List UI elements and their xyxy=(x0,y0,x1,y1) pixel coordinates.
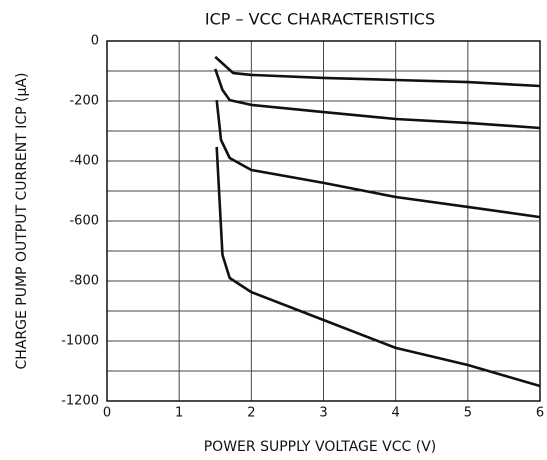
x-tick-label: 6 xyxy=(536,406,544,421)
y-tick-label: -800 xyxy=(69,274,99,289)
y-tick-label: -600 xyxy=(69,214,99,229)
x-tick-label: 1 xyxy=(175,406,183,421)
y-tick-label: 0 xyxy=(91,34,99,49)
x-axis-label: POWER SUPPLY VOLTAGE VCC (V) xyxy=(204,439,437,455)
plot-frame xyxy=(106,40,541,402)
x-tick-label: 3 xyxy=(319,406,327,421)
x-tick-label: 4 xyxy=(392,406,400,421)
x-tick-label: 0 xyxy=(103,406,111,421)
y-tick-label: -1000 xyxy=(61,334,99,349)
chart-title: ICP – VCC CHARACTERISTICS xyxy=(205,10,435,29)
curve xyxy=(214,68,541,130)
curve xyxy=(215,146,541,388)
x-tick-label: 2 xyxy=(247,406,255,421)
y-tick-label: -400 xyxy=(69,154,99,169)
x-tick-label: 5 xyxy=(464,406,472,421)
y-axis-label: CHARGE PUMP OUTPUT CURRENT ICP (μA) xyxy=(14,73,30,370)
y-tick-label: -1200 xyxy=(61,394,99,409)
y-tick-label: -200 xyxy=(69,94,99,109)
curve xyxy=(215,99,541,219)
curve xyxy=(214,55,541,88)
